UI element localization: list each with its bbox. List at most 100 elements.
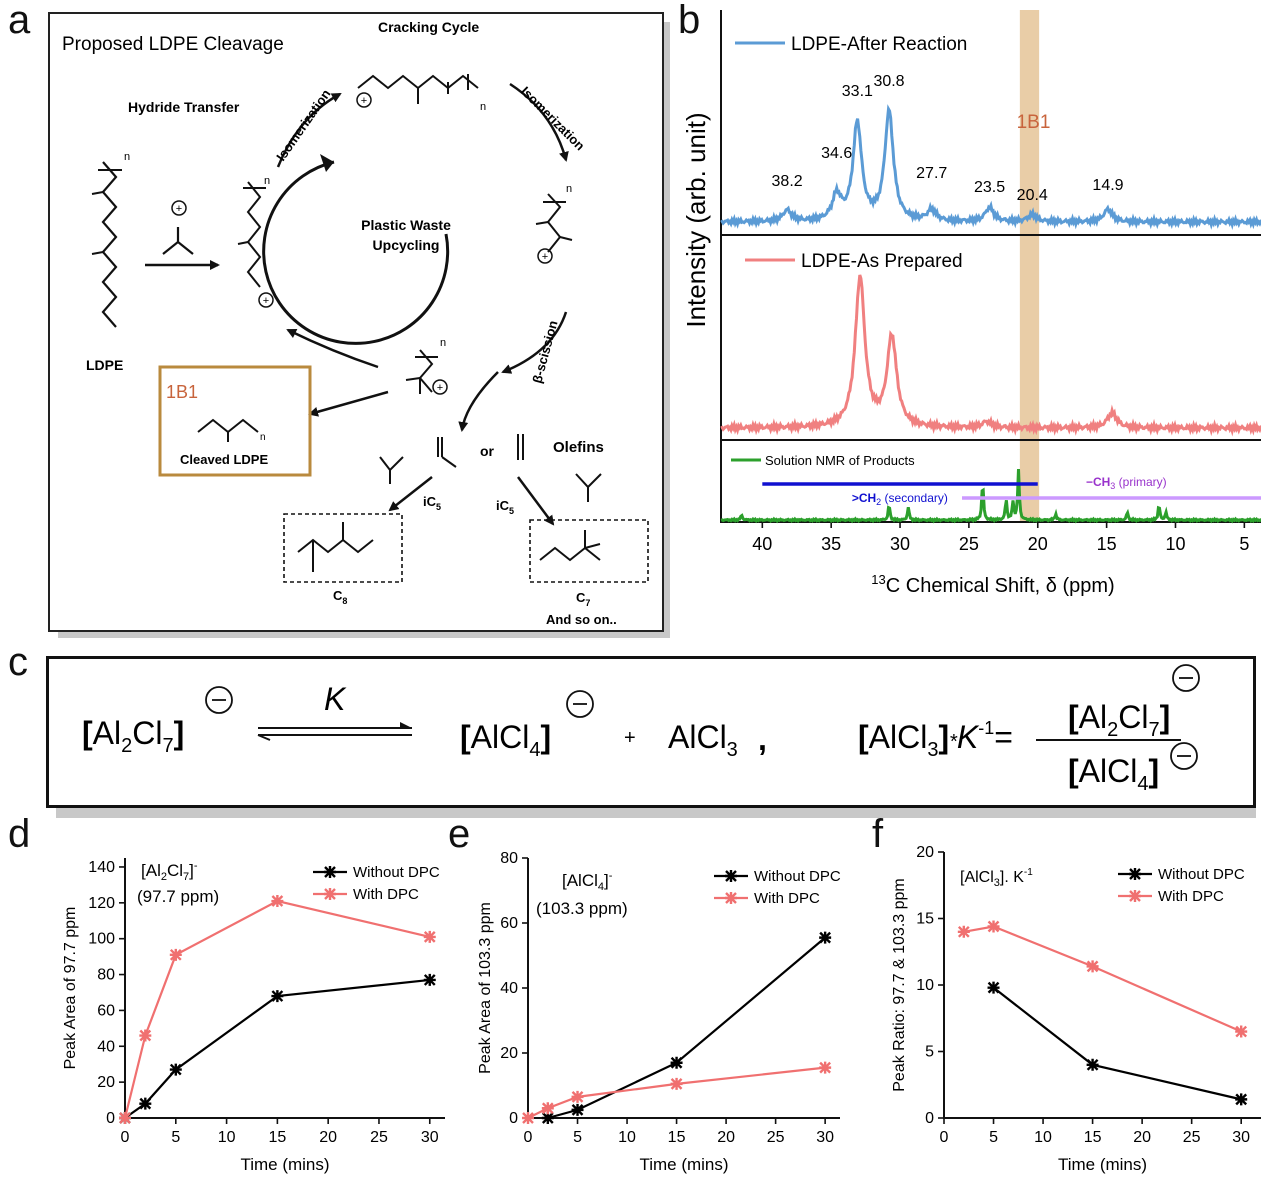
x-tick-label: 40 <box>752 534 772 554</box>
data-point <box>169 948 182 961</box>
x-tick-label: 0 <box>524 1129 533 1146</box>
nmr-spectra-chart: 1B1 40 35 30 25 20 15 10 5 13C Chemical Shift, δ … <box>681 10 1261 597</box>
x-axis-label: 13C Chemical Shift, δ (ppm) <box>871 572 1114 597</box>
x-tick-label: 35 <box>821 534 841 554</box>
data-point <box>670 1056 683 1069</box>
legend-label: Without DPC <box>754 868 841 885</box>
chart-subtitle: (103.3 ppm) <box>536 899 628 918</box>
legend-label: With DPC <box>1158 888 1224 905</box>
x-tick-label: 5 <box>1239 534 1249 554</box>
legend-marker <box>725 870 737 882</box>
peak-label: 34.6 <box>821 145 852 162</box>
x-tick-label: 20 <box>1133 1129 1151 1146</box>
cleaved-ldpe-box <box>158 365 312 477</box>
x-tick-label: 15 <box>1097 534 1117 554</box>
carbocation-chain-left <box>246 181 262 288</box>
peak-label: 38.2 <box>772 173 803 190</box>
legend-marker <box>324 888 336 900</box>
legend-marker <box>1129 868 1141 880</box>
spectrum-after-reaction <box>720 104 1261 230</box>
svg-text:[AlCl3]*K-1=: [AlCl3]*K-1= <box>858 718 1013 761</box>
peak-label: 14.9 <box>1092 177 1123 194</box>
equilibrium-equation: [Al2Cl7] K [AlCl4] + AlCl3 , [AlCl3]*K-1… <box>82 664 1200 795</box>
ch3-range-label: −CH3 (primary) <box>1086 475 1167 491</box>
c8-label: C <box>333 588 343 603</box>
legend-label: Without DPC <box>1158 866 1245 883</box>
x-tick-label: 25 <box>370 1129 388 1146</box>
svg-text:C8: C8 <box>333 588 347 606</box>
y-tick-label: 140 <box>88 859 115 876</box>
series-line-without-dpc <box>992 986 1242 1101</box>
chart-subtitle: (97.7 ppm) <box>137 887 219 906</box>
svg-text:[Al2Cl7]: [Al2Cl7] <box>82 715 184 757</box>
svg-text:n: n <box>566 183 572 195</box>
x-tick-label: 30 <box>1232 1129 1250 1146</box>
data-point <box>987 920 1000 933</box>
x-tick-label: 5 <box>171 1129 180 1146</box>
data-point <box>271 895 284 908</box>
isomerization-label-right: Isomerization <box>518 84 588 154</box>
svg-text:C7: C7 <box>576 590 590 608</box>
y-tick-label: 0 <box>925 1110 934 1127</box>
data-point <box>1235 1093 1248 1106</box>
plus-sign: + <box>624 727 636 749</box>
x-tick-label: 20 <box>319 1129 337 1146</box>
x-tick-label: 5 <box>989 1129 998 1146</box>
data-point <box>571 1103 584 1116</box>
x-tick-label: 20 <box>717 1129 735 1146</box>
y-axis-label: Intensity (arb. unit) <box>681 112 711 327</box>
cleaved-ldpe-label: Cleaved LDPE <box>180 452 268 467</box>
x-tick-label: 30 <box>890 534 910 554</box>
svg-text:iC5: iC5 <box>423 494 441 512</box>
c7-product-box <box>529 519 649 583</box>
cracking-cycle-label: Cracking Cycle <box>378 19 479 35</box>
legend-label: LDPE-As Prepared <box>801 251 963 272</box>
data-point <box>987 981 1000 994</box>
legend-label: With DPC <box>353 886 419 903</box>
x-tick-label: 25 <box>959 534 979 554</box>
data-point <box>139 1097 152 1110</box>
series-line-with-dpc <box>123 899 431 1119</box>
data-point <box>1086 960 1099 973</box>
y-tick-label: 40 <box>500 980 518 997</box>
x-tick-label: 30 <box>421 1129 439 1146</box>
isomerization-label-left: Isomerization <box>273 86 333 163</box>
chart-title: [AlCl4]- <box>562 870 613 893</box>
y-tick-label: 5 <box>925 1044 934 1061</box>
y-tick-label: 20 <box>500 1045 518 1062</box>
ldpe-label: LDPE <box>86 357 123 373</box>
x-axis-label: Time (mins) <box>240 1155 329 1174</box>
x-tick-label: 10 <box>1034 1129 1052 1146</box>
y-axis-label: Peak Area of 97.7 ppm <box>62 907 79 1070</box>
legend-label: With DPC <box>754 890 820 907</box>
x-tick-label: 20 <box>1028 534 1048 554</box>
data-point <box>541 1102 554 1115</box>
svg-text:[AlCl4]: [AlCl4] <box>460 719 551 761</box>
y-tick-label: 100 <box>88 931 115 948</box>
y-tick-label: 80 <box>97 967 115 984</box>
ldpe-chain <box>101 161 118 328</box>
series-line-without-dpc <box>547 936 826 1120</box>
svg-text:n: n <box>264 175 270 187</box>
x-tick-label: 0 <box>940 1129 949 1146</box>
highlight-band-label: 1B1 <box>1017 112 1051 133</box>
legend-label: Without DPC <box>353 864 440 881</box>
data-point <box>1086 1058 1099 1071</box>
x-tick-label: 5 <box>573 1129 582 1146</box>
data-point <box>522 1112 534 1124</box>
peak-label: 23.5 <box>974 179 1005 196</box>
data-point <box>819 1061 832 1074</box>
y-tick-label: 0 <box>106 1110 115 1127</box>
data-point <box>541 1112 554 1124</box>
svg-text:n: n <box>480 101 486 113</box>
data-point <box>571 1090 584 1103</box>
x-tick-label: 10 <box>218 1129 236 1146</box>
x-tick-label: 15 <box>268 1129 286 1146</box>
peak-label: 27.7 <box>916 165 947 182</box>
panel-label-f: f <box>872 812 884 856</box>
k-label: K <box>324 681 347 717</box>
x-tick-label: 15 <box>668 1129 686 1146</box>
axes <box>720 10 1261 523</box>
panel-label-a: a <box>8 0 31 42</box>
peak-label: 33.1 <box>842 83 873 100</box>
